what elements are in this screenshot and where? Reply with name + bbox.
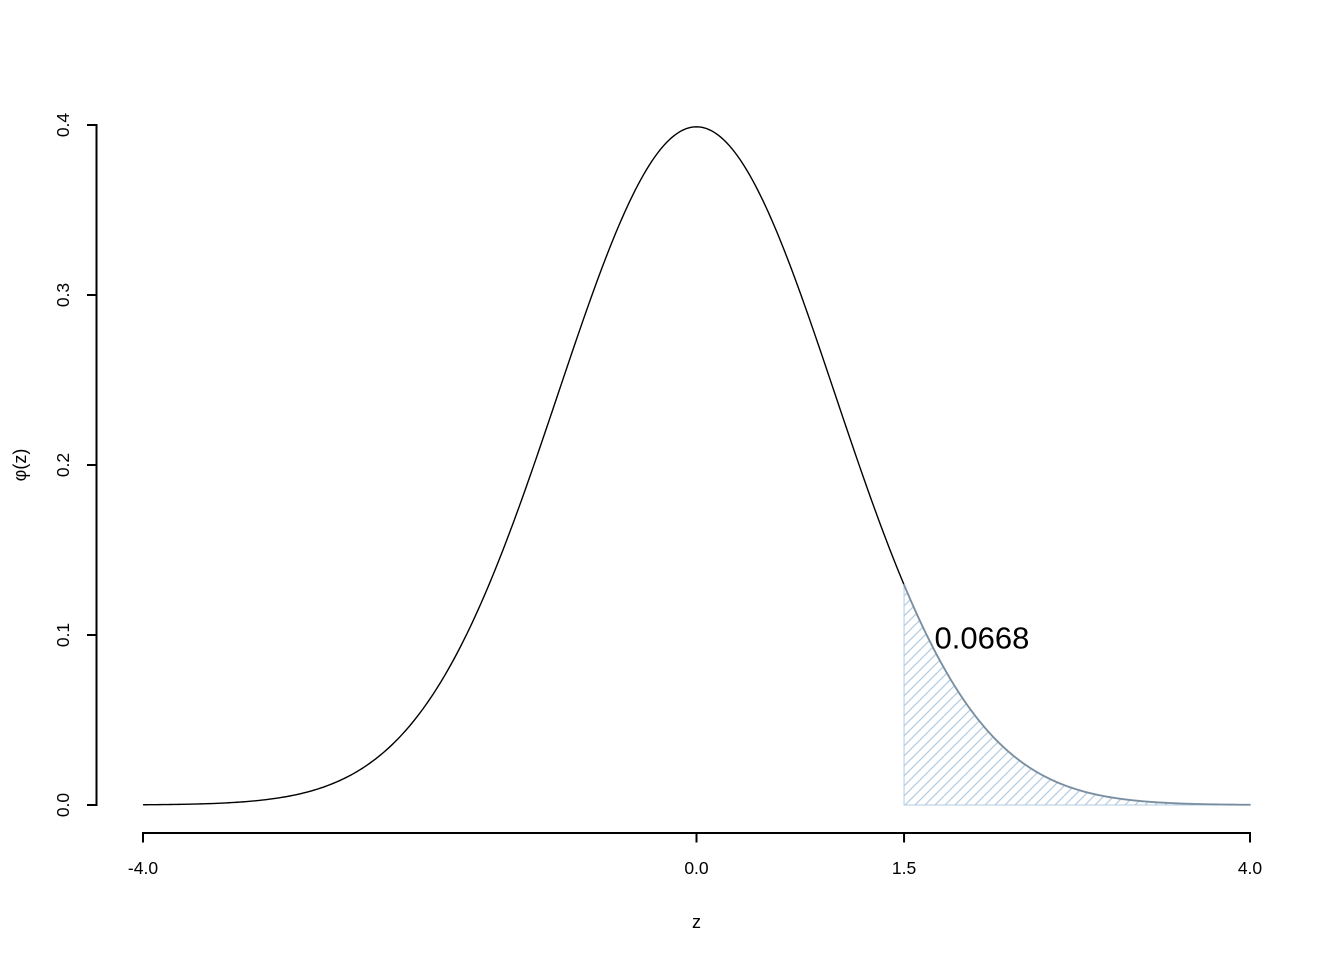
x-tick-label: 0.0 bbox=[684, 858, 709, 878]
y-tick-label: 0.2 bbox=[53, 453, 73, 477]
y-tick-label: 0.1 bbox=[53, 623, 73, 647]
density-curve bbox=[142, 126, 1251, 806]
y-axis: 0.0 0.1 0.2 0.3 0.4 bbox=[53, 113, 98, 818]
y-tick-label: 0.0 bbox=[53, 793, 73, 818]
x-axis-title: z bbox=[692, 912, 701, 932]
shaded-tail-border bbox=[903, 583, 1251, 806]
x-tick-label: 4.0 bbox=[1238, 858, 1263, 878]
shaded-tail-region bbox=[903, 584, 1251, 806]
y-tick-label: 0.3 bbox=[53, 283, 73, 307]
y-tick-label: 0.4 bbox=[53, 113, 73, 138]
x-tick-label: 1.5 bbox=[892, 858, 916, 878]
tail-probability-label: 0.0668 bbox=[935, 621, 1030, 656]
x-tick-label: -4.0 bbox=[128, 858, 158, 878]
x-axis: -4.0 0.0 1.5 4.0 bbox=[128, 832, 1263, 878]
y-axis-title: φ(z) bbox=[10, 449, 30, 482]
